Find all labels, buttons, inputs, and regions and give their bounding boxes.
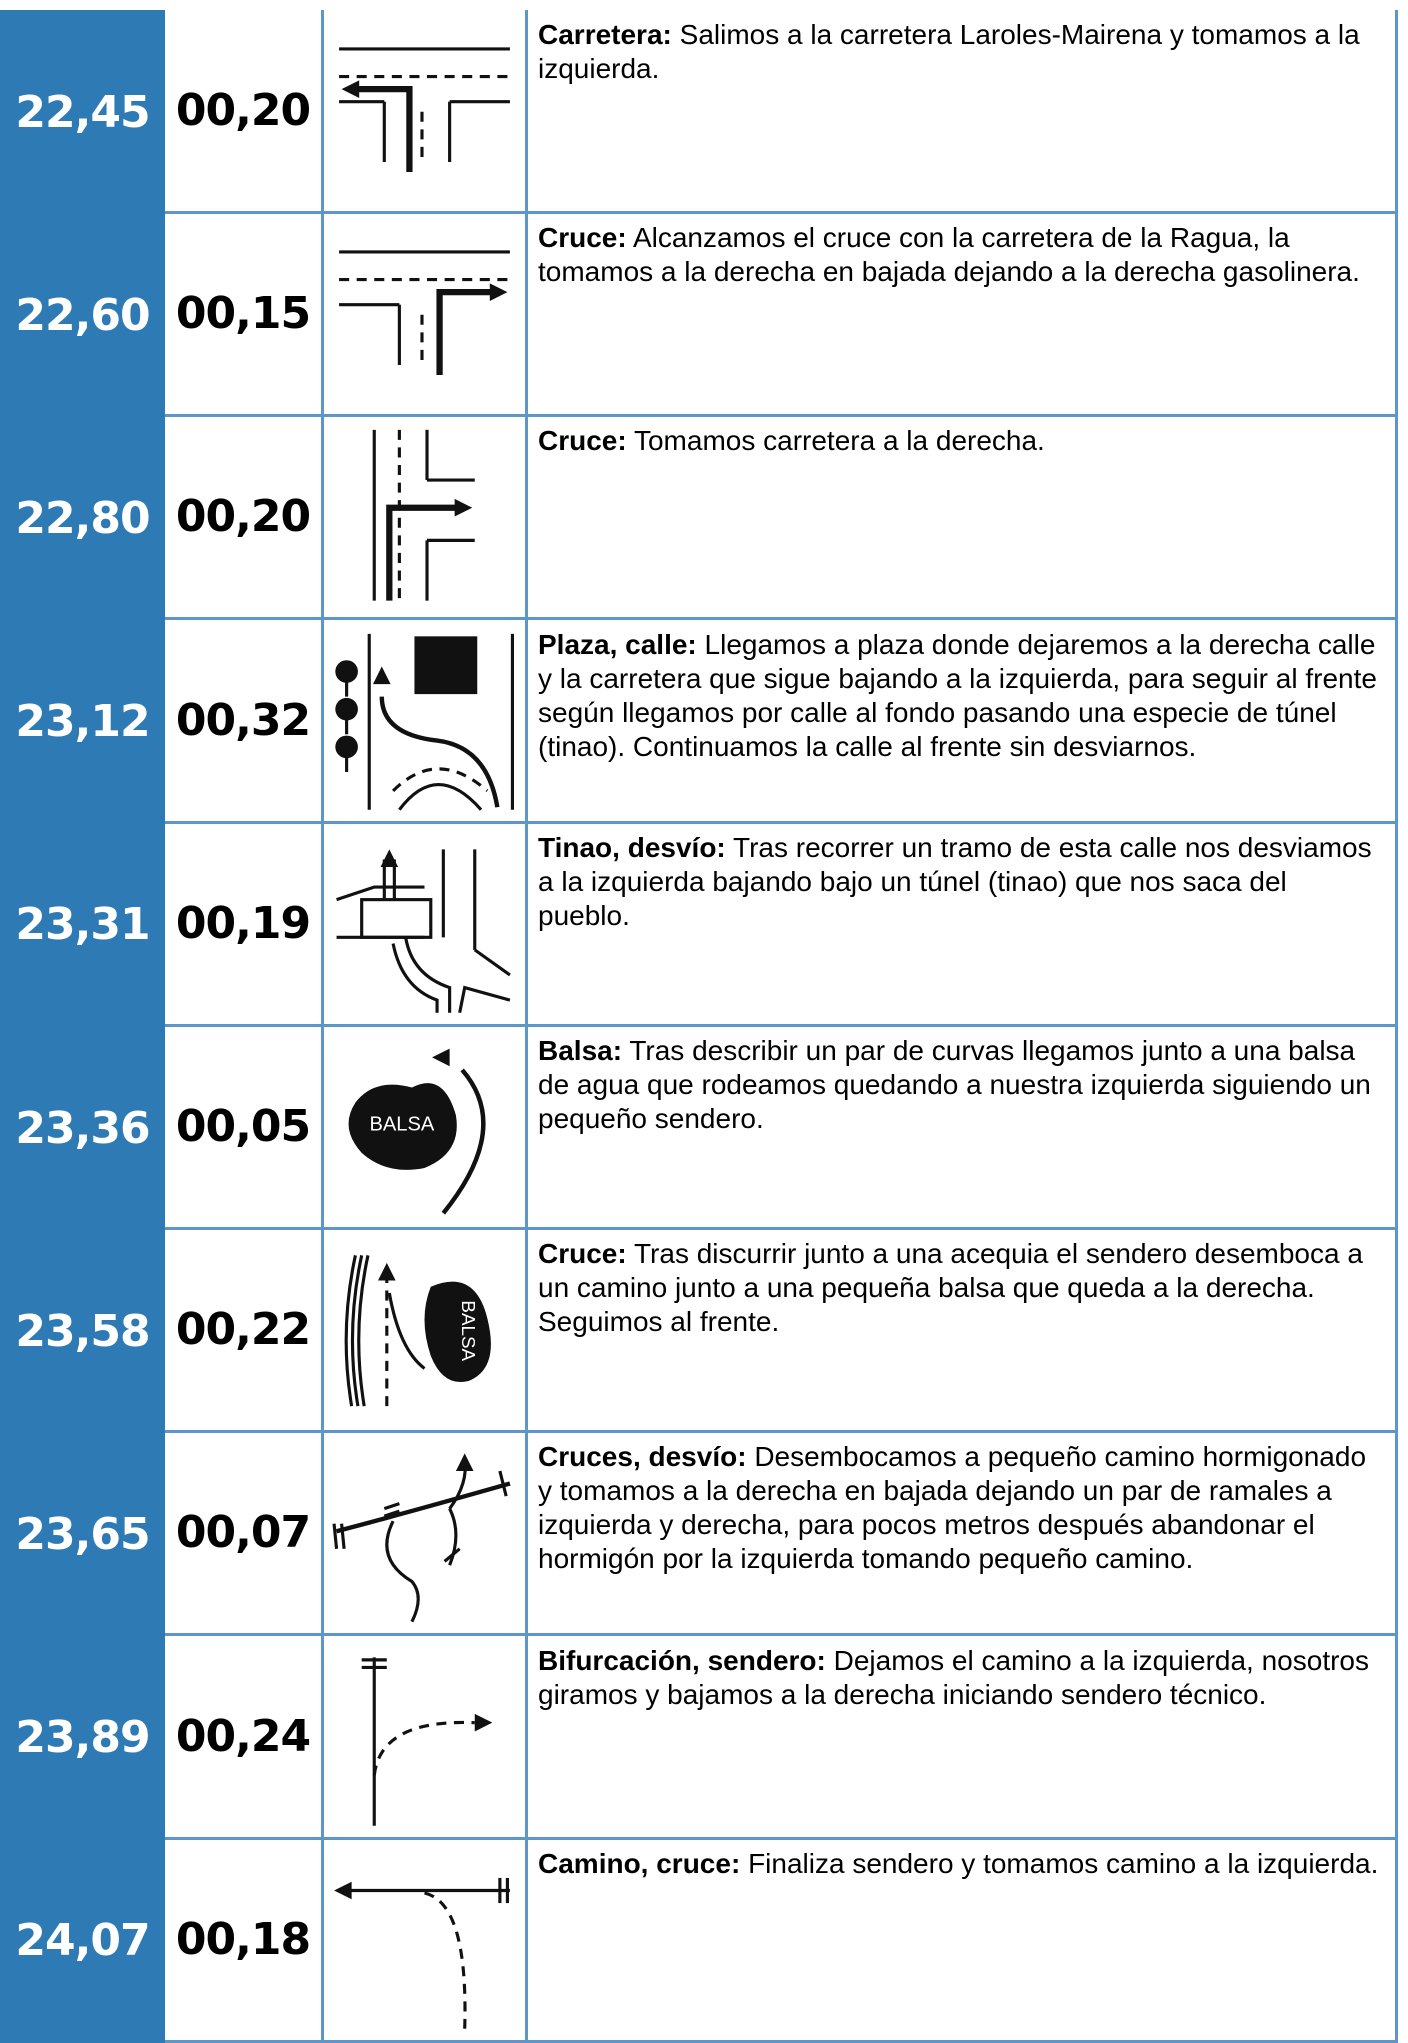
icon-cell: BALSA	[321, 1229, 528, 1434]
km-cell: 22,60	[0, 213, 165, 418]
row: 23,12 00,32 Plaza, calle: Llegamos a plaza…	[0, 619, 1398, 824]
icon-label: BALSA	[458, 1301, 479, 1362]
row: 22,80 00,20 Cruce: Tomamos carretera a la …	[0, 416, 1398, 621]
step-text: Llegamos a plaza donde dejaremos a la de…	[538, 628, 1377, 762]
step-text: Tras discurrir junto a una acequia el se…	[538, 1238, 1363, 1338]
icon-cell	[321, 10, 528, 214]
description-cell: Carretera: Salimos a la carretera Larole…	[528, 10, 1398, 214]
icon-cell	[321, 1635, 528, 1840]
row: 22,60 00,15 Cruce: Alcanzamos el cruce con…	[0, 213, 1398, 418]
partial-cell: 00,22	[165, 1229, 321, 1434]
route-icon	[339, 47, 510, 173]
step-title: Bifurcación, sendero:	[538, 1644, 826, 1676]
km-cell: 24,07	[0, 1838, 165, 2043]
icon-cell	[321, 822, 528, 1027]
km-cell: 23,12	[0, 619, 165, 824]
step-title: Cruce:	[538, 1238, 627, 1270]
row: 22,45 00,20 Carretera: Salimos a la carret…	[0, 10, 1398, 214]
partial-cell: 00,20	[165, 416, 321, 621]
step-title: Cruces, desvío:	[538, 1441, 747, 1473]
row: 23,58 00,22 BALSA Cruce: Tras discurrir jun…	[0, 1229, 1398, 1434]
step-title: Cruce:	[538, 222, 627, 254]
description-cell: Cruces, desvío: Desembocamos a pequeño c…	[528, 1432, 1398, 1637]
row: 23,31 00,19 Tinao, desvío: Tras recorrer u…	[0, 822, 1398, 1027]
description-cell: Bifurcación, sendero: Dejamos el camino …	[528, 1635, 1398, 1840]
step-title: Cruce:	[538, 425, 627, 457]
description-cell: Balsa: Tras describir un par de curvas l…	[528, 1026, 1398, 1230]
step-title: Tinao, desvío:	[538, 831, 726, 863]
partial-cell: 00,07	[165, 1432, 321, 1637]
step-title: Balsa:	[538, 1035, 623, 1066]
icon-cell	[321, 1838, 528, 2043]
row: 24,07 00,18 Camino, cruce: Finaliza sender…	[0, 1838, 1398, 2043]
description-cell: Tinao, desvío: Tras recorrer un tramo de…	[528, 822, 1398, 1027]
km-cell: 23,31	[0, 822, 165, 1027]
step-text: Dejamos el camino a la izquierda, nosotr…	[538, 1644, 1370, 1710]
route-icon	[334, 1877, 510, 2029]
partial-cell: 00,32	[165, 620, 321, 824]
row: 23,65 00,07 Cruces, desvío: Desembocamos a…	[0, 1432, 1398, 1637]
description-cell: Cruce: Alcanzamos el cruce con la carret…	[528, 213, 1398, 418]
km-cell: 22,80	[0, 416, 165, 621]
partial-cell: 00,24	[165, 1636, 321, 1840]
route-icon: BALSA	[348, 1048, 486, 1215]
step-text: Desembocamos a pequeño camino hormigonad…	[538, 1441, 1367, 1575]
step-title: Carretera:	[538, 19, 672, 50]
step-text: Alcanzamos el cruce con la carretera de …	[538, 222, 1360, 288]
description-cell: Cruce: Tras discurrir junto a una acequi…	[528, 1229, 1398, 1434]
partial-cell: 00,15	[165, 213, 321, 418]
step-text: Tras recorrer un tramo de esta calle nos…	[538, 831, 1372, 931]
description-cell: Cruce: Tomamos carretera a la derecha.	[528, 416, 1398, 621]
step-text: Salimos a la carretera Laroles-Mairena y…	[538, 19, 1360, 84]
partial-cell: 00,18	[165, 1839, 321, 2043]
route-icon	[332, 1453, 511, 1623]
km-cell: 22,45	[0, 10, 165, 214]
km-cell: 23,89	[0, 1635, 165, 1840]
km-cell: 23,58	[0, 1229, 165, 1434]
step-text: Finaliza sendero y tomamos camino a la i…	[748, 1847, 1379, 1879]
description-cell: Plaza, calle: Llegamos a plaza donde dej…	[528, 619, 1398, 824]
route-icon	[336, 849, 511, 1013]
route-icon	[339, 250, 510, 376]
partial-cell: 00,19	[165, 823, 321, 1027]
description-cell: Camino, cruce: Finaliza sendero y tomamo…	[528, 1838, 1398, 2043]
row: 23,36 00,05 BALSA Balsa: Tras describir un …	[0, 1026, 1398, 1230]
row: 23,89 00,24 Bifurcación, sendero: Dejamos …	[0, 1635, 1398, 1840]
icon-cell	[321, 619, 528, 824]
icon-cell	[321, 213, 528, 418]
km-cell: 23,65	[0, 1432, 165, 1637]
partial-cell: 00,05	[165, 1026, 321, 1230]
route-icon	[335, 633, 515, 811]
icon-cell: BALSA	[321, 1026, 528, 1230]
step-text: Tomamos carretera a la derecha.	[633, 425, 1045, 457]
route-icon: BALSA	[344, 1255, 491, 1407]
step-text: Tras describir un par de curvas llegamos…	[538, 1035, 1371, 1134]
partial-cell: 00,20	[165, 10, 321, 214]
step-title: Plaza, calle:	[538, 628, 697, 660]
icon-label: BALSA	[369, 1113, 434, 1135]
route-icon	[372, 430, 475, 602]
icon-cell	[321, 1432, 528, 1637]
km-cell: 23,36	[0, 1026, 165, 1230]
icon-cell	[321, 416, 528, 621]
step-title: Camino, cruce:	[538, 1847, 741, 1879]
route-icon	[361, 1656, 493, 1826]
